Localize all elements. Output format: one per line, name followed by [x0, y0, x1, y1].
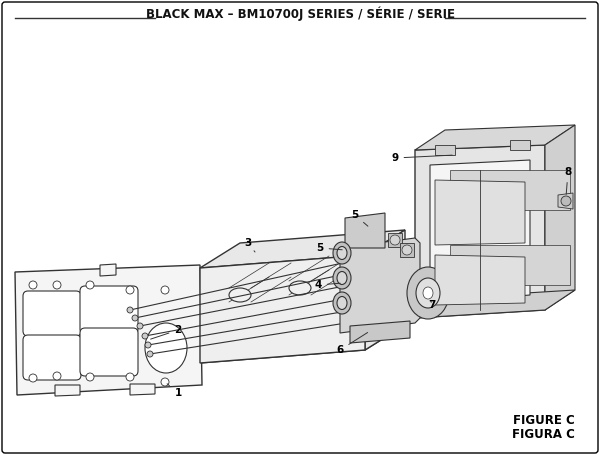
Ellipse shape [229, 288, 251, 302]
Circle shape [137, 323, 143, 329]
Polygon shape [450, 245, 570, 285]
Polygon shape [200, 230, 405, 268]
Polygon shape [415, 145, 545, 318]
FancyBboxPatch shape [80, 286, 138, 334]
Polygon shape [55, 385, 80, 396]
Circle shape [390, 235, 400, 245]
Text: 2: 2 [151, 325, 182, 339]
Text: 5: 5 [316, 243, 342, 253]
Ellipse shape [333, 292, 351, 314]
Text: 4: 4 [314, 280, 340, 290]
Circle shape [561, 196, 571, 206]
Text: FIGURA C: FIGURA C [512, 429, 575, 441]
Circle shape [86, 373, 94, 381]
Polygon shape [510, 140, 530, 150]
Ellipse shape [337, 272, 347, 284]
Polygon shape [340, 238, 420, 333]
Circle shape [127, 307, 133, 313]
Ellipse shape [333, 242, 351, 264]
Text: 1: 1 [167, 384, 182, 398]
Text: FIGURE C: FIGURE C [513, 414, 575, 426]
Circle shape [402, 245, 412, 255]
Polygon shape [400, 243, 414, 257]
Circle shape [142, 333, 148, 339]
Circle shape [132, 315, 138, 321]
Circle shape [126, 286, 134, 294]
Text: 3: 3 [244, 238, 255, 252]
Circle shape [53, 281, 61, 289]
Polygon shape [130, 384, 155, 395]
Ellipse shape [337, 297, 347, 309]
Polygon shape [415, 290, 575, 318]
Circle shape [161, 378, 169, 386]
Ellipse shape [333, 267, 351, 289]
Ellipse shape [289, 281, 311, 295]
Polygon shape [200, 325, 405, 363]
FancyBboxPatch shape [80, 328, 138, 376]
Polygon shape [365, 230, 405, 350]
Ellipse shape [344, 275, 366, 289]
Circle shape [29, 374, 37, 382]
Circle shape [86, 281, 94, 289]
FancyBboxPatch shape [23, 335, 81, 380]
Polygon shape [345, 213, 385, 248]
Polygon shape [15, 265, 202, 395]
Polygon shape [350, 321, 410, 343]
Circle shape [147, 351, 153, 357]
Circle shape [145, 342, 151, 348]
Text: 8: 8 [565, 167, 572, 194]
FancyBboxPatch shape [23, 291, 81, 336]
Polygon shape [558, 193, 573, 209]
Text: 9: 9 [391, 153, 452, 163]
Polygon shape [545, 125, 575, 310]
Ellipse shape [423, 287, 433, 299]
Polygon shape [435, 145, 455, 155]
Circle shape [53, 372, 61, 380]
Polygon shape [430, 160, 530, 303]
Text: 6: 6 [337, 333, 368, 355]
Text: 7: 7 [428, 300, 436, 310]
Polygon shape [450, 170, 570, 210]
Circle shape [29, 281, 37, 289]
Polygon shape [435, 255, 525, 305]
Ellipse shape [416, 278, 440, 308]
Circle shape [161, 286, 169, 294]
Polygon shape [388, 233, 402, 247]
Polygon shape [435, 180, 525, 245]
Polygon shape [415, 125, 575, 150]
Circle shape [126, 373, 134, 381]
Ellipse shape [145, 323, 187, 373]
Text: BLACK MAX – BM10700J SERIES / SÉRIE / SERIE: BLACK MAX – BM10700J SERIES / SÉRIE / SE… [146, 7, 455, 21]
Polygon shape [100, 264, 116, 276]
Polygon shape [200, 255, 365, 363]
Text: 5: 5 [352, 210, 368, 226]
Ellipse shape [407, 267, 449, 319]
Ellipse shape [337, 247, 347, 259]
